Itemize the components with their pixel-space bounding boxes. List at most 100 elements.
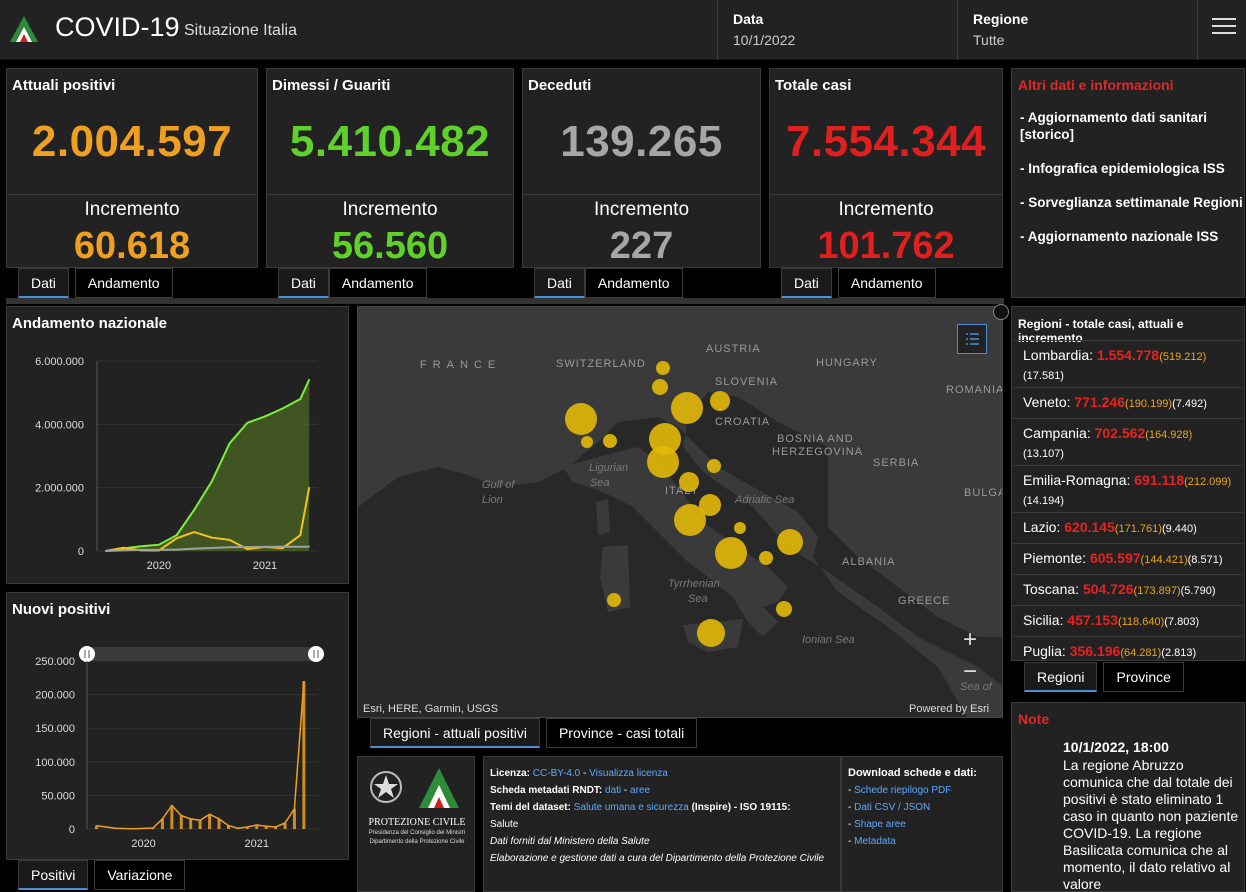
expand-icon[interactable] [993, 304, 1009, 320]
region-bubble[interactable] [777, 529, 803, 555]
andamento-chart[interactable]: 0 2.000.000 4.000.000 6.000.000 2020 2021 [7, 337, 348, 583]
data-point [299, 545, 302, 548]
region-row[interactable]: Emilia-Romagna: 691.118(212.099) (14.194) [1013, 465, 1243, 512]
tab-andamento[interactable]: Andamento [837, 268, 936, 298]
region-bubble[interactable] [607, 593, 621, 607]
region-increment: (5.790) [1180, 585, 1216, 597]
region-bubble[interactable] [674, 504, 706, 536]
map-sea-tyrrhenian: Tyrrhenian [668, 578, 720, 590]
legend-list-button[interactable] [957, 324, 987, 354]
nuovi-positivi-chart[interactable]: 0 50.000 100.000 150.000 200.000 250.000 2020 2… [7, 623, 348, 859]
tab-dati[interactable]: Dati [534, 268, 585, 298]
licenza-link[interactable]: CC-BY-4.0 [532, 768, 581, 779]
tab-dati[interactable]: Dati [781, 268, 832, 298]
footer-logo: PROTEZIONE CIVILE Presidenza del Consigl… [357, 756, 475, 892]
region-row[interactable]: Piemonte: 605.597(144.421)(8.571) [1013, 543, 1243, 574]
data-point [308, 378, 310, 381]
region-bubble[interactable] [647, 446, 679, 478]
region-bubble[interactable] [759, 551, 773, 565]
region-row[interactable]: Veneto: 771.246(190.199)(7.492) [1013, 387, 1243, 418]
region-bubble[interactable] [652, 379, 668, 395]
tab-regioni[interactable]: Regioni [1024, 662, 1098, 692]
tab-dati[interactable]: Dati [278, 268, 329, 298]
tab-province[interactable]: Province [1103, 662, 1184, 692]
data-point [264, 546, 266, 548]
aree-link[interactable]: aree [630, 785, 651, 796]
region-bubble[interactable] [734, 522, 746, 534]
region-name: Lombardia: [1023, 347, 1094, 363]
card-tabs: Dati Andamento [278, 268, 427, 298]
region-selector[interactable]: Tutte [973, 32, 1005, 48]
region-row[interactable]: Puglia: 356.196(64.281)(2.813) [1013, 636, 1243, 667]
download-csv-link[interactable]: Dati CSV / JSON [854, 802, 931, 813]
menu-icon[interactable] [1212, 18, 1236, 38]
zoom-in-button[interactable]: + [962, 626, 977, 653]
region-row[interactable]: Lazio: 620.145(171.761)(9.440) [1013, 512, 1243, 543]
region-name: Veneto: [1023, 394, 1071, 410]
tab-andamento[interactable]: Andamento [74, 268, 173, 298]
temi-link[interactable]: Salute umana e sicurezza [573, 802, 689, 813]
list-icon [966, 333, 979, 345]
region-row[interactable]: Lombardia: 1.554.778(519.212) (17.581) [1013, 340, 1243, 387]
region-bubble[interactable] [776, 601, 792, 617]
card-attuali-positivi: Attuali positivi 2.004.597 Incremento 60… [6, 68, 258, 268]
region-bubble[interactable] [565, 403, 597, 435]
region-bubble[interactable] [699, 494, 721, 516]
region-attuali: (118.640) [1117, 616, 1165, 628]
card-title: Dimessi / Guariti [272, 77, 391, 94]
tab-province-casi-totali[interactable]: Province - casi totali [545, 718, 698, 748]
tab-andamento[interactable]: Andamento [328, 268, 427, 298]
download-pdf-link[interactable]: Schede riepilogo PDF [854, 785, 952, 796]
tab-dati[interactable]: Dati [18, 268, 69, 298]
note-title: Note [1018, 711, 1050, 727]
region-row[interactable]: Sicilia: 457.153(118.640)(7.803) [1013, 605, 1243, 636]
link-infografica-iss[interactable]: - Infografica epidemiologica ISS [1020, 161, 1225, 176]
download-shape-link[interactable]: Shape aree [854, 819, 906, 830]
data-point [211, 547, 213, 549]
link-aggiornamento-dati[interactable]: - Aggiornamento dati sanitari [storico] [1020, 110, 1208, 142]
link-aggiornamento-iss[interactable]: - Aggiornamento nazionale ISS [1020, 229, 1219, 244]
map-powered-by[interactable]: Powered by Esri [909, 703, 990, 715]
region-total: 356.196 [1069, 643, 1121, 659]
region-row[interactable]: Toscana: 504.726(173.897)(5.790) [1013, 574, 1243, 605]
card-title: Attuali positivi [12, 77, 116, 94]
zoom-out-button[interactable]: − [962, 658, 977, 685]
tab-regioni-attuali-positivi[interactable]: Regioni - attuali positivi [370, 718, 540, 748]
region-bubble[interactable] [707, 459, 721, 473]
data-point [158, 543, 160, 546]
region-bubble[interactable] [603, 434, 617, 448]
data-point [158, 549, 160, 551]
y-tick-label: 100.000 [35, 757, 75, 769]
tab-positivi[interactable]: Positivi [18, 860, 89, 890]
data-point [228, 442, 231, 445]
region-attuali: (519.212) [1159, 351, 1207, 363]
range-slider-handle[interactable] [79, 646, 95, 662]
x-tick-label: 2020 [131, 838, 155, 850]
region-bubble[interactable] [697, 619, 725, 647]
dati-link[interactable]: dati [605, 785, 622, 796]
region-bubble[interactable] [715, 537, 747, 569]
map-view[interactable]: FRANCE SWITZERLAND AUSTRIA HUNGARY SLOVE… [357, 306, 1003, 718]
region-attuali: (212.099) [1184, 476, 1232, 488]
region-increment: (9.440) [1161, 523, 1197, 535]
visualizza-licenza-link[interactable]: Visualizza licenza [589, 768, 668, 779]
region-bubble[interactable] [671, 392, 703, 424]
data-point [193, 531, 196, 533]
region-attuali: (164.928) [1145, 429, 1193, 441]
region-row[interactable]: Campania: 702.562(164.928) (13.107) [1013, 418, 1243, 465]
range-slider-handle[interactable] [308, 646, 324, 662]
link-sorveglianza-regioni[interactable]: - Sorveglianza settimanale Regioni [1020, 195, 1243, 210]
emblem-icon [370, 771, 402, 803]
region-bubble[interactable] [649, 423, 681, 455]
tab-andamento[interactable]: Andamento [584, 268, 683, 298]
region-increment: (7.492) [1172, 398, 1207, 410]
date-value[interactable]: 10/1/2022 [733, 32, 796, 48]
download-metadata-link[interactable]: Metadata [854, 836, 896, 847]
region-bubble[interactable] [710, 391, 730, 411]
region-bubble[interactable] [656, 361, 670, 375]
region-bubble[interactable] [679, 472, 699, 492]
range-slider-track[interactable] [87, 647, 318, 661]
data-point [193, 547, 196, 550]
tab-variazione[interactable]: Variazione [94, 860, 186, 890]
region-bubble[interactable] [581, 436, 593, 448]
